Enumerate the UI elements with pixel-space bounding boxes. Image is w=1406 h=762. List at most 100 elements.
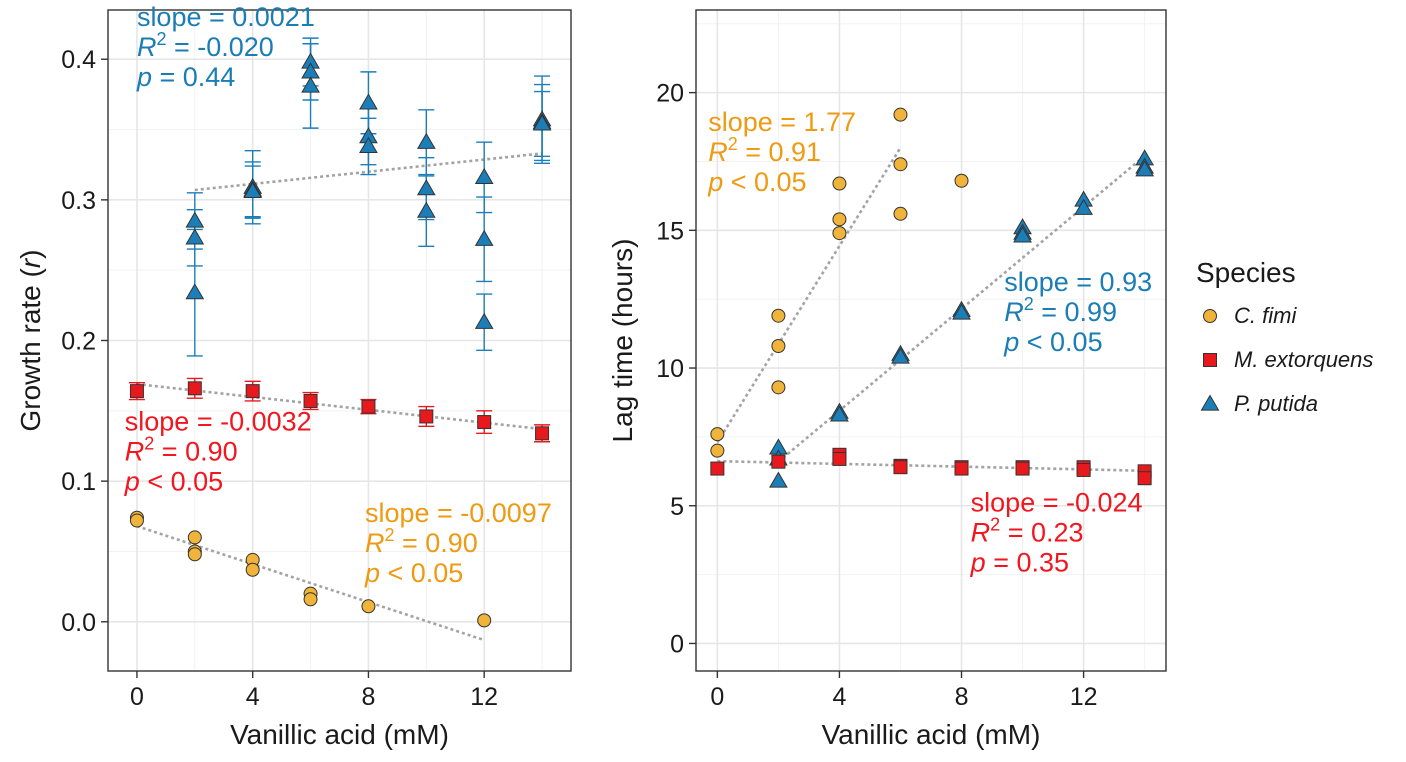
annotation-r2-symbol: R — [125, 437, 145, 467]
fit-line — [716, 147, 902, 444]
x-tick-label: 0 — [130, 683, 144, 711]
annotation-r2: R2 = -0.020 — [137, 29, 274, 62]
x-axis-title: Vanillic acid (mM) — [822, 719, 1041, 750]
annotation-p-symbol: p — [707, 167, 723, 197]
data-point — [129, 513, 144, 528]
y-tick-label: 15 — [656, 217, 684, 245]
data-point — [359, 136, 378, 154]
annotation-p-symbol: p — [970, 547, 986, 577]
y-tick-label: 5 — [670, 493, 684, 521]
data-point — [1135, 160, 1155, 177]
annotation-p: p < 0.05 — [364, 558, 463, 588]
x-tick-label: 12 — [1070, 683, 1098, 711]
y-tick-label: 20 — [656, 80, 684, 108]
data-point — [954, 461, 969, 476]
data-point — [952, 303, 971, 320]
legend-label: C. fimi — [1234, 303, 1297, 328]
data-point — [832, 176, 847, 191]
data-point — [771, 380, 786, 395]
data-point — [535, 426, 550, 441]
annotation-p: p = 0.44 — [136, 62, 235, 92]
data-point — [893, 107, 908, 122]
data-point — [243, 181, 263, 199]
annotation-p-value: < 0.05 — [380, 558, 463, 588]
data-point — [891, 347, 910, 364]
annotation-r2-symbol: R — [137, 32, 157, 62]
data-point — [893, 157, 908, 172]
data-point — [474, 167, 494, 184]
annotation-r2: R2 = 0.23 — [971, 514, 1084, 547]
legend-label: M. extorquens — [1234, 347, 1373, 372]
annotation-slope: slope = -0.0032 — [125, 407, 312, 437]
annotation-r2-superscript: 2 — [728, 134, 738, 154]
y-tick-label: 0.3 — [61, 187, 96, 215]
annotation-r2-value: = 0.23 — [1000, 517, 1083, 547]
y-axis-title-part: Growth rate ( — [15, 267, 46, 431]
data-point — [893, 206, 908, 221]
y-axis-title: Growth rate (r) — [15, 249, 46, 431]
data-point — [185, 283, 205, 300]
data-point — [474, 229, 494, 246]
annotation-r2-superscript: 2 — [1024, 294, 1034, 314]
annotation-p: p = 0.35 — [970, 547, 1069, 577]
data-point — [477, 613, 492, 628]
data-point — [1015, 461, 1030, 476]
annotation-p: p < 0.05 — [707, 167, 806, 197]
data-point — [832, 451, 847, 466]
fit-line — [136, 382, 543, 431]
annotation-r2: R2 = 0.90 — [125, 434, 238, 467]
annotation-p-value: < 0.05 — [723, 167, 806, 197]
data-point — [532, 114, 552, 131]
data-point — [416, 179, 436, 196]
annotation-r2-value: = -0.020 — [166, 32, 273, 62]
data-point — [771, 339, 786, 354]
panel-border — [107, 9, 572, 672]
y-tick-label: 0 — [670, 630, 684, 658]
data-point — [301, 76, 320, 93]
annotation-p-value: < 0.05 — [140, 467, 223, 497]
data-point — [1074, 198, 1093, 215]
annotation-p-symbol: p — [1003, 327, 1019, 357]
data-point — [416, 132, 436, 149]
annotation-slope: slope = -0.0097 — [365, 498, 552, 528]
annotation-p-symbol: p — [124, 467, 140, 497]
data-point — [832, 212, 847, 227]
data-point — [710, 443, 725, 458]
data-point — [710, 427, 725, 442]
annotation-r2: R2 = 0.99 — [1004, 294, 1117, 327]
annotation-p-value: = 0.35 — [986, 547, 1069, 577]
annotation-r2-value: = 0.91 — [738, 137, 821, 167]
data-point — [832, 226, 847, 241]
data-point — [954, 173, 969, 188]
annotation-slope: slope = -0.024 — [971, 487, 1143, 517]
legend-key-square — [1203, 353, 1217, 367]
data-point — [303, 592, 318, 607]
y-axis-title-part: ) — [15, 249, 46, 258]
data-point — [187, 547, 202, 562]
y-tick-label: 0.1 — [61, 468, 96, 496]
y-tick-label: 0.0 — [61, 609, 96, 637]
annotation-r2-symbol: R — [365, 528, 385, 558]
y-tick-label: 0.4 — [61, 46, 96, 74]
y-axis-title-part: Lag time (hours) — [607, 239, 638, 443]
data-point — [361, 599, 376, 614]
annotation-r2-superscript: 2 — [144, 434, 154, 454]
data-point — [830, 405, 849, 422]
x-axis-title: Vanillic acid (mM) — [230, 719, 449, 750]
data-point — [474, 312, 494, 329]
annotation-p: p < 0.05 — [1003, 327, 1102, 357]
data-point — [187, 381, 202, 396]
data-point — [1013, 226, 1032, 243]
x-tick-label: 4 — [832, 683, 846, 711]
y-axis-title-part: r — [15, 257, 46, 268]
data-point — [419, 409, 434, 424]
x-tick-label: 8 — [955, 683, 969, 711]
annotation-r2: R2 = 0.90 — [365, 525, 478, 558]
data-point — [359, 93, 378, 110]
y-tick-label: 10 — [656, 355, 684, 383]
data-point — [361, 399, 376, 414]
annotation-p-value: = 0.44 — [152, 62, 235, 92]
annotation-slope: slope = 0.0021 — [137, 2, 315, 32]
